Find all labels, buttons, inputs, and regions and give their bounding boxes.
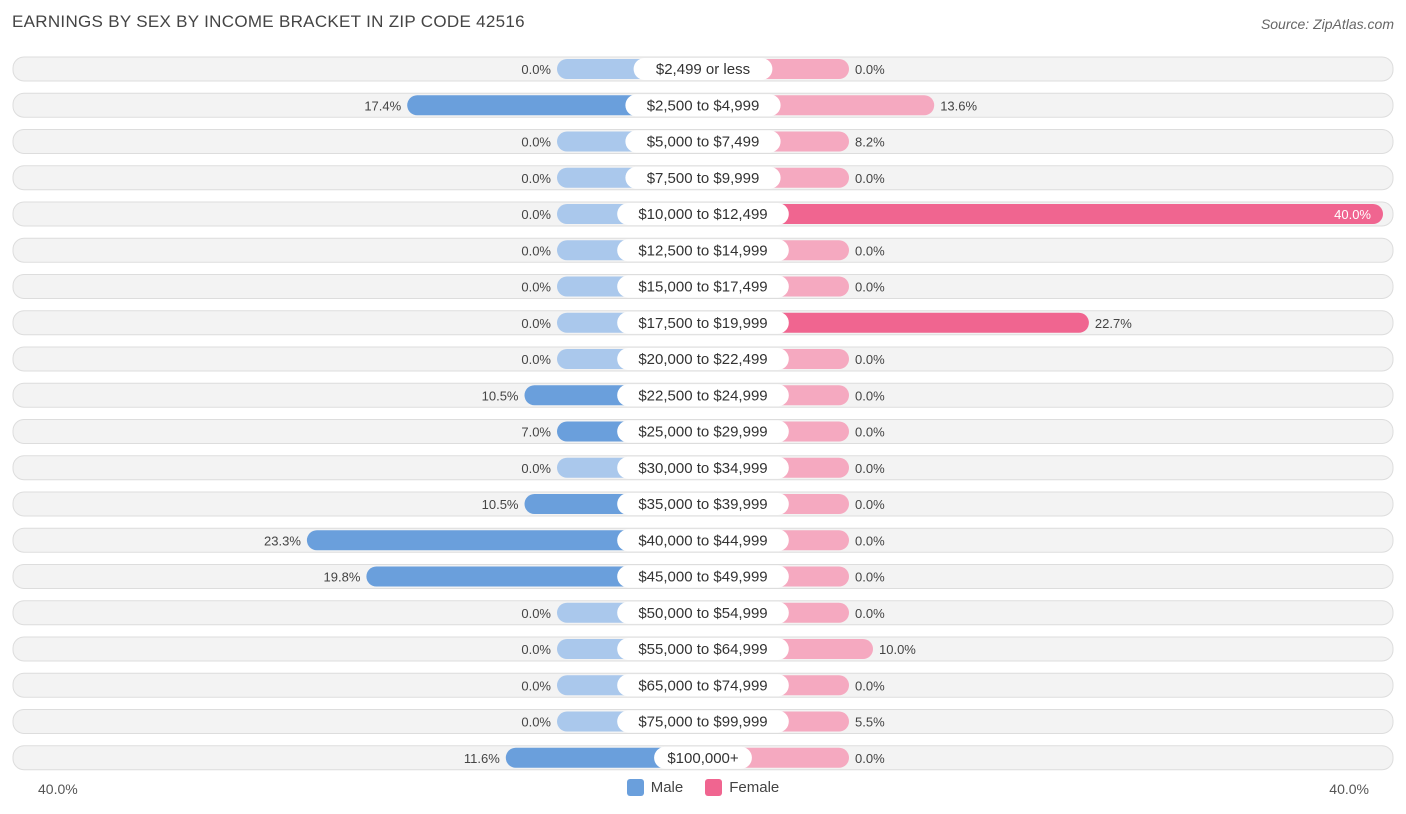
legend-swatch-female — [705, 779, 723, 796]
category-label: $2,499 or less — [656, 61, 750, 78]
category-pill — [617, 710, 789, 733]
category-label: $35,000 to $39,999 — [638, 496, 767, 513]
legend-swatch-male — [626, 779, 644, 796]
value-label-male: 0.0% — [521, 316, 551, 331]
value-label-female: 0.0% — [855, 171, 885, 186]
value-label-male: 0.0% — [521, 62, 551, 77]
value-label-male: 0.0% — [521, 715, 551, 730]
category-pill — [625, 166, 781, 189]
value-label-male: 17.4% — [364, 98, 401, 113]
value-label-male: 0.0% — [521, 280, 551, 295]
category-pill — [617, 601, 789, 624]
category-pill — [617, 275, 789, 298]
category-pill — [617, 311, 789, 334]
legend-label-female: Female — [729, 779, 780, 796]
category-pill — [617, 420, 789, 443]
legend-item-male: Male — [626, 779, 684, 796]
legend-label-male: Male — [650, 779, 684, 796]
value-label-female: 5.5% — [855, 715, 885, 730]
value-label-female: 10.0% — [879, 642, 916, 657]
value-label-male: 0.0% — [521, 678, 551, 693]
value-label-male: 0.0% — [521, 606, 551, 621]
value-label-male: 0.0% — [521, 207, 551, 222]
value-label-male: 0.0% — [521, 352, 551, 367]
category-label: $30,000 to $34,999 — [638, 460, 767, 477]
category-pill — [617, 674, 789, 697]
value-label-female: 8.2% — [855, 135, 885, 150]
value-label-female: 0.0% — [855, 533, 885, 548]
value-label-male: 0.0% — [521, 135, 551, 150]
category-pill — [625, 94, 781, 117]
value-label-female: 22.7% — [1095, 316, 1132, 331]
value-label-female: 0.0% — [855, 388, 885, 403]
value-label-female: 0.0% — [855, 461, 885, 476]
category-label: $40,000 to $44,999 — [638, 532, 767, 549]
category-label: $10,000 to $12,499 — [638, 206, 767, 223]
bar-female — [703, 204, 1383, 224]
value-label-female: 0.0% — [855, 62, 885, 77]
category-label: $12,500 to $14,999 — [638, 242, 767, 259]
bar-female — [703, 312, 1089, 333]
legend-item-female: Female — [705, 779, 779, 796]
category-label: $65,000 to $74,999 — [638, 677, 767, 694]
category-label: $22,500 to $24,999 — [638, 387, 767, 404]
category-pill — [625, 130, 781, 153]
value-label-female: 13.6% — [940, 98, 977, 113]
legend: Male Female — [0, 779, 1406, 796]
category-pill — [633, 58, 773, 80]
value-label-female: 40.0% — [1334, 207, 1371, 222]
bar-male — [306, 530, 703, 551]
category-label: $75,000 to $99,999 — [638, 714, 767, 731]
category-label: $55,000 to $64,999 — [638, 641, 767, 658]
category-label: $45,000 to $49,999 — [638, 569, 767, 586]
source-label: Source: ZipAtlas.com — [1260, 16, 1394, 32]
axis-right-label: 40.0% — [1329, 781, 1369, 797]
value-label-male: 7.0% — [521, 425, 551, 440]
category-pill — [617, 456, 789, 479]
category-pill — [617, 203, 789, 225]
value-label-male: 0.0% — [521, 243, 551, 258]
category-pill — [654, 746, 752, 769]
category-pill — [617, 565, 789, 588]
value-label-female: 0.0% — [855, 570, 885, 585]
value-label-female: 0.0% — [855, 497, 885, 512]
category-label: $2,500 to $4,999 — [647, 97, 760, 114]
value-label-male: 0.0% — [521, 171, 551, 186]
value-label-male: 23.3% — [264, 533, 301, 548]
category-pill — [617, 348, 789, 370]
bar-chart: 0.0% 0.0% $2,499 or less 17.4% 13.6% $2,500 t… — [12, 56, 1394, 771]
value-label-male: 0.0% — [521, 642, 551, 657]
value-label-female: 0.0% — [855, 280, 885, 295]
value-label-male: 11.6% — [464, 751, 500, 766]
value-label-female: 0.0% — [855, 606, 885, 621]
value-label-male: 10.5% — [482, 388, 519, 403]
category-label: $15,000 to $17,499 — [638, 279, 767, 296]
bar-male — [505, 747, 703, 768]
value-label-male: 0.0% — [521, 461, 551, 476]
value-label-male: 10.5% — [482, 497, 519, 512]
value-label-female: 0.0% — [855, 678, 885, 693]
category-label: $5,000 to $7,499 — [647, 134, 760, 151]
category-label: $17,500 to $19,999 — [638, 315, 767, 332]
chart-title: EARNINGS BY SEX BY INCOME BRACKET IN ZIP… — [12, 12, 525, 31]
category-pill — [617, 638, 789, 660]
axis-left-label: 40.0% — [38, 781, 78, 797]
category-label: $20,000 to $22,499 — [638, 351, 767, 368]
value-label-female: 0.0% — [855, 425, 885, 440]
category-label: $7,500 to $9,999 — [647, 170, 760, 187]
category-label: $25,000 to $29,999 — [638, 424, 767, 441]
category-pill — [617, 384, 789, 407]
category-label: $100,000+ — [667, 750, 739, 767]
category-label: $50,000 to $54,999 — [638, 605, 767, 622]
value-label-female: 0.0% — [855, 243, 885, 258]
value-label-male: 19.8% — [324, 570, 361, 585]
category-pill — [617, 529, 789, 552]
category-pill — [617, 493, 789, 515]
category-pill — [617, 239, 789, 262]
value-label-female: 0.0% — [855, 751, 885, 766]
value-label-female: 0.0% — [855, 352, 885, 367]
